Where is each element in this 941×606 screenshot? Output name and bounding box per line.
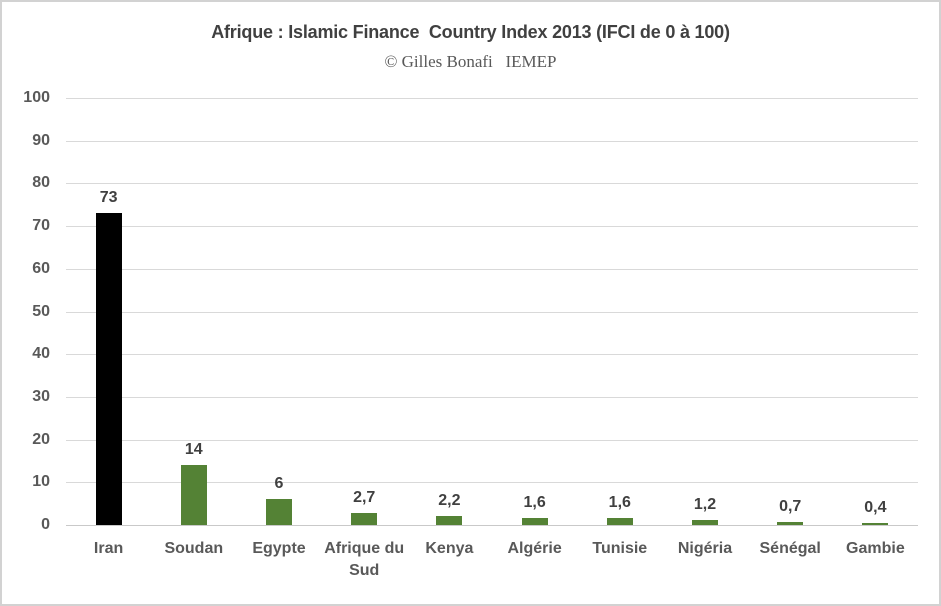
- gridline: [66, 396, 918, 398]
- x-category-label: Egypte: [252, 540, 306, 557]
- plot-area: 73 14 6 2,7 2,2 1,6 1,6 1,2 0,7 0,4: [66, 98, 918, 526]
- gridline: [66, 354, 918, 356]
- y-tick-label: 50: [32, 302, 50, 320]
- bar: [862, 523, 889, 525]
- y-tick-label: 0: [41, 516, 50, 533]
- chart-subtitle: © Gilles Bonafi IEMEP: [384, 52, 557, 71]
- x-category-label: Soudan: [164, 540, 224, 557]
- gridline: [66, 140, 918, 142]
- gridline: [66, 98, 918, 100]
- x-category-label: Afrique du Sud: [324, 540, 405, 579]
- y-tick-label: 30: [32, 387, 50, 405]
- bar: [692, 520, 718, 525]
- bar-value-label: 1,6: [523, 494, 546, 511]
- y-axis: 0 10 20 30 40 50 60 70 80 90 100: [2, 89, 50, 533]
- bar: [777, 522, 804, 525]
- y-tick-label: 90: [32, 131, 50, 149]
- bar-value-label: 73: [99, 189, 118, 206]
- x-category-label: Iran: [93, 540, 124, 557]
- bar-value-label: 0,4: [864, 499, 887, 516]
- gridline: [66, 268, 918, 270]
- bar: [266, 499, 292, 525]
- chart-title: Afrique : Islamic Finance Country Index …: [211, 22, 730, 42]
- y-tick-label: 40: [32, 345, 50, 363]
- bar: [95, 213, 122, 525]
- bar: [606, 518, 633, 525]
- x-category-label: Algérie: [507, 540, 562, 557]
- bar-value-label: 2,7: [353, 489, 376, 506]
- gridline: [66, 482, 918, 484]
- bar-value-label: 14: [184, 441, 203, 458]
- bar: [351, 513, 378, 525]
- bar: [436, 516, 463, 525]
- x-axis-line: [66, 525, 918, 526]
- bar-value-label: 2,2: [438, 492, 461, 509]
- x-category-label: Nigéria: [677, 540, 733, 557]
- bar-value-label: 1,6: [608, 494, 631, 511]
- x-category-label: Kenya: [425, 540, 474, 557]
- bar-value-label: 6: [274, 475, 284, 492]
- x-category-label: Gambie: [846, 540, 905, 557]
- bar: [521, 518, 548, 525]
- y-tick-label: 60: [32, 259, 50, 277]
- gridline: [66, 439, 918, 441]
- y-tick-label: 10: [32, 473, 50, 491]
- x-category-label: Tunisie: [592, 540, 648, 557]
- x-category-label: Sénégal: [759, 540, 821, 557]
- bar-value-label: 1,2: [693, 496, 717, 513]
- y-tick-label: 100: [23, 89, 50, 106]
- y-tick-label: 20: [32, 430, 50, 448]
- gridline: [66, 183, 918, 185]
- bar: [180, 465, 207, 525]
- gridline: [66, 226, 918, 228]
- y-tick-label: 80: [32, 174, 50, 192]
- gridline: [66, 311, 918, 313]
- bar-value-label: 0,7: [779, 498, 802, 515]
- y-tick-label: 70: [32, 217, 50, 235]
